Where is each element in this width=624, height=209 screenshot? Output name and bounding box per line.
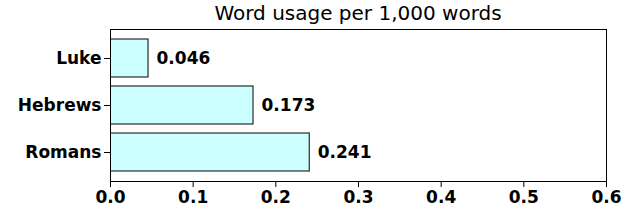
svg-text:Romans: Romans xyxy=(25,142,101,162)
svg-text:0.4: 0.4 xyxy=(426,187,456,207)
svg-text:Hebrews: Hebrews xyxy=(18,95,102,115)
svg-text:0.5: 0.5 xyxy=(509,187,539,207)
svg-text:0.173: 0.173 xyxy=(262,95,316,115)
svg-text:0.1: 0.1 xyxy=(178,187,208,207)
svg-text:Luke: Luke xyxy=(56,48,101,68)
svg-text:0.6: 0.6 xyxy=(591,187,621,207)
html-text:Word usage per 1,000 words: Word usage per 1,000 words xyxy=(214,1,502,25)
svg-text:0.241: 0.241 xyxy=(318,142,372,162)
svg-text:0.2: 0.2 xyxy=(261,187,291,207)
svg-text:0.3: 0.3 xyxy=(343,187,373,207)
svg-text:0.0: 0.0 xyxy=(95,187,125,207)
svg-text:0.046: 0.046 xyxy=(157,48,211,68)
